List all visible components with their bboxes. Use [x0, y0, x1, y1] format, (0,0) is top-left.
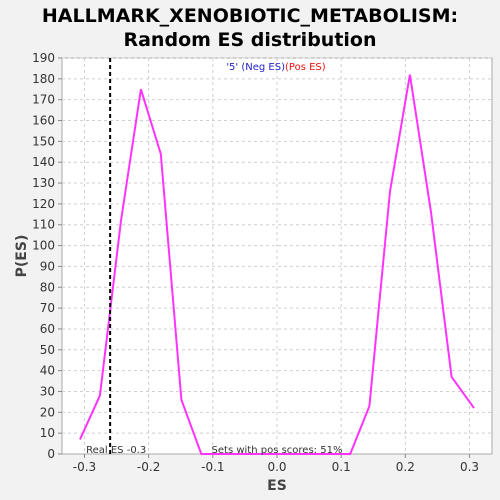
- y-tick-label: 120: [32, 197, 55, 211]
- y-tick-label: 20: [40, 405, 55, 419]
- y-tick-label: 110: [32, 218, 55, 232]
- y-tick-label: 60: [40, 322, 55, 336]
- x-tick-label: -0.2: [137, 460, 160, 474]
- x-tick-label: -0.1: [201, 460, 224, 474]
- es-distribution-line: [79, 74, 475, 455]
- y-tick-label: 130: [32, 176, 55, 190]
- y-tick-label: 30: [40, 384, 55, 398]
- y-axis-label: P(ES): [14, 235, 30, 278]
- x-ticks: -0.3 -0.2 -0.1 0.0 0.1 0.2 0.3: [73, 454, 479, 474]
- x-tick-label: -0.3: [73, 460, 96, 474]
- chart-title-line1: HALLMARK_XENOBIOTIC_METABOLISM:: [41, 5, 459, 27]
- x-axis-label: ES: [267, 478, 287, 494]
- legend-neg-es: Neg ES: [245, 62, 281, 73]
- y-tick-label: 70: [40, 301, 55, 315]
- chart-title: HALLMARK_XENOBIOTIC_METABOLISM: Random E…: [0, 4, 500, 52]
- chart-title-line2: Random ES distribution: [123, 29, 377, 51]
- pos-scores-label: Sets with pos scores: 51%: [212, 445, 343, 456]
- legend-open-paren: (: [285, 62, 289, 73]
- x-tick-label: 0.2: [396, 460, 415, 474]
- y-tick-label: 90: [40, 259, 55, 273]
- legend: '5' (Neg ES)(Pos ES): [226, 62, 325, 73]
- y-tick-label: 190: [32, 51, 55, 65]
- y-tick-label: 150: [32, 134, 55, 148]
- x-tick-label: 0.0: [267, 460, 286, 474]
- legend-close-paren-pos: ): [322, 62, 326, 73]
- grid-lines: [62, 57, 492, 454]
- y-tick-label: 50: [40, 343, 55, 357]
- y-ticks: 0 10 20 30 40 50 60 70 80 90 100 110 120 130 140 150 160…: [32, 51, 62, 461]
- y-tick-label: 140: [32, 155, 55, 169]
- series-group: [79, 74, 475, 455]
- y-tick-label: 40: [40, 364, 55, 378]
- y-tick-label: 80: [40, 280, 55, 294]
- y-tick-label: 180: [32, 72, 55, 86]
- y-tick-label: 0: [47, 447, 55, 461]
- y-tick-label: 170: [32, 93, 55, 107]
- legend-close-paren: ): [281, 62, 285, 73]
- legend-pos-es: Pos ES: [289, 62, 322, 73]
- real-es-label: Real ES -0.3: [86, 445, 146, 456]
- x-tick-label: 0.1: [332, 460, 351, 474]
- y-tick-label: 10: [40, 426, 55, 440]
- x-tick-label: 0.3: [460, 460, 479, 474]
- legend-prefix: '5' (: [226, 62, 245, 73]
- y-tick-label: 100: [32, 239, 55, 253]
- y-tick-label: 160: [32, 114, 55, 128]
